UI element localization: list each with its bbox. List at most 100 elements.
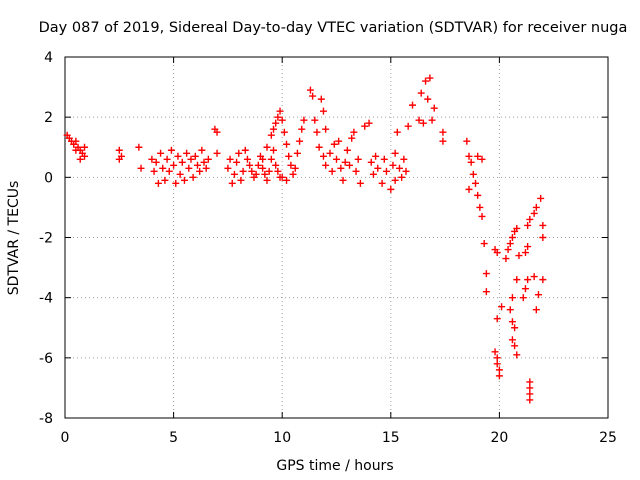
data-point <box>532 306 540 314</box>
data-point <box>424 95 432 103</box>
data-point <box>237 176 245 184</box>
data-point <box>152 158 160 166</box>
data-point <box>300 116 308 124</box>
data-point <box>298 125 306 133</box>
data-point <box>137 164 145 172</box>
axis-ticks <box>64 56 609 419</box>
data-point <box>348 134 356 142</box>
data-point <box>204 155 212 163</box>
data-point <box>476 203 484 211</box>
data-point <box>478 212 486 220</box>
data-point <box>335 137 343 145</box>
x-tick-labels: 0 5 10 15 20 25 <box>61 430 617 446</box>
data-point <box>117 152 125 160</box>
data-point <box>176 170 184 178</box>
data-point <box>378 179 386 187</box>
data-point <box>521 285 529 293</box>
data-point <box>241 146 249 154</box>
data-point <box>491 348 499 356</box>
data-point <box>495 366 503 374</box>
data-point <box>319 107 327 115</box>
data-point <box>506 306 514 314</box>
data-point <box>283 176 291 184</box>
x-tick-label: 15 <box>382 430 400 446</box>
data-point <box>230 170 238 178</box>
data-point <box>291 164 299 172</box>
data-point <box>296 137 304 145</box>
data-point <box>183 149 191 157</box>
data-point <box>274 167 282 175</box>
data-point <box>513 276 521 284</box>
data-point <box>352 167 360 175</box>
data-point <box>272 119 280 127</box>
data-point <box>167 146 175 154</box>
data-point <box>213 149 221 157</box>
data-point <box>317 95 325 103</box>
data-point <box>534 291 542 299</box>
y-tick-label: -6 <box>39 351 53 367</box>
y-tick-label: -8 <box>39 411 53 427</box>
data-point <box>337 164 345 172</box>
data-point <box>196 167 204 175</box>
data-point <box>163 155 171 163</box>
data-point <box>333 155 340 163</box>
data-point <box>239 167 247 175</box>
data-point <box>254 161 262 169</box>
data-point <box>263 176 271 184</box>
data-point <box>243 155 251 163</box>
data-point <box>526 215 534 223</box>
data-point <box>287 161 295 169</box>
data-point <box>524 221 532 229</box>
data-point <box>530 273 538 281</box>
data-point <box>417 89 425 97</box>
data-point <box>191 152 199 160</box>
data-point <box>498 303 506 311</box>
data-point <box>389 161 397 169</box>
y-tick-labels: 4 2 0 -2 -4 -6 -8 <box>39 50 53 427</box>
data-point <box>409 101 417 109</box>
y-axis-label: SDTVAR / TECUs <box>6 181 22 296</box>
data-point <box>72 146 80 154</box>
data-point <box>506 240 514 248</box>
data-point <box>311 116 319 124</box>
data-point <box>343 146 351 154</box>
data-point <box>474 191 482 199</box>
data-point <box>115 146 123 154</box>
data-point <box>198 146 206 154</box>
data-point <box>319 152 327 160</box>
data-point <box>508 336 516 344</box>
data-point <box>265 167 273 175</box>
data-point <box>185 164 193 172</box>
data-point <box>482 270 490 278</box>
data-point <box>465 152 473 160</box>
data-point <box>180 176 188 184</box>
data-point <box>382 167 390 175</box>
data-point <box>367 158 375 166</box>
data-point <box>272 161 280 169</box>
data-point <box>469 170 477 178</box>
data-point <box>328 167 336 175</box>
data-point <box>415 116 423 124</box>
data-point <box>361 122 369 130</box>
data-point <box>280 128 288 136</box>
data-point <box>246 161 254 169</box>
data-point <box>519 294 527 302</box>
data-point <box>380 155 388 163</box>
data-point <box>276 107 284 115</box>
data-point <box>148 155 156 163</box>
data-point <box>354 155 362 163</box>
y-tick-label: 2 <box>44 110 53 126</box>
data-point <box>508 318 516 326</box>
data-point <box>289 170 297 178</box>
data-point <box>313 128 321 136</box>
data-point <box>346 161 354 169</box>
data-point <box>174 152 182 160</box>
data-point <box>539 234 547 241</box>
data-point <box>391 176 399 184</box>
y-tick-label: -4 <box>39 291 53 307</box>
data-point <box>508 294 516 302</box>
chart-title: Day 087 of 2019, Sidereal Day-to-day VTE… <box>39 20 628 36</box>
data-point <box>513 224 521 232</box>
data-point <box>426 74 434 82</box>
data-point <box>356 179 364 187</box>
